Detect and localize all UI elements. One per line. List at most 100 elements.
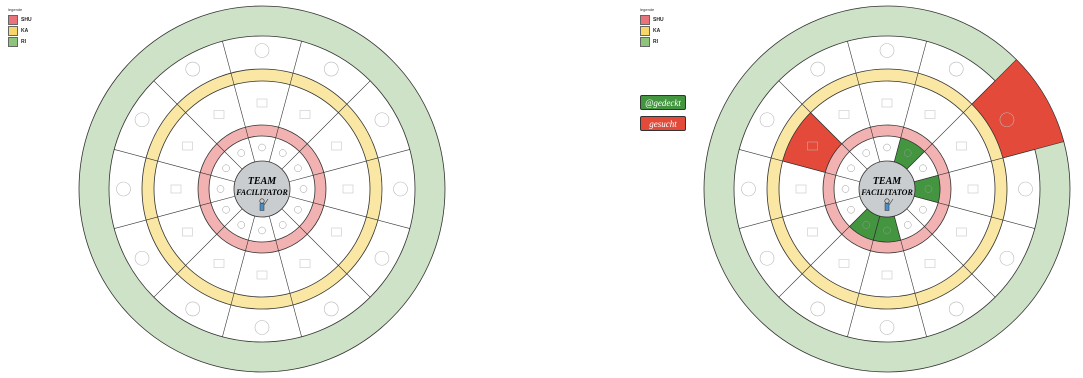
sketch-illustration-icon bbox=[883, 143, 891, 152]
sketch-illustration-icon bbox=[185, 301, 201, 317]
sector-divider bbox=[801, 234, 842, 275]
sketch-illustration-icon bbox=[999, 250, 1015, 266]
sector-divider bbox=[801, 103, 842, 144]
sketch-illustration-icon bbox=[279, 221, 287, 229]
sketch-illustration-icon bbox=[216, 185, 225, 193]
hub-circle bbox=[858, 160, 916, 218]
sector-divider bbox=[893, 215, 904, 251]
sketch-illustration-icon bbox=[741, 181, 756, 197]
sketch-illustration-icon bbox=[999, 112, 1015, 128]
sector-divider bbox=[771, 157, 826, 173]
sketch-illustration-icon bbox=[294, 206, 302, 214]
legend-swatch-shu bbox=[640, 14, 650, 25]
sketch-illustration-icon bbox=[847, 206, 855, 214]
sector-divider bbox=[216, 208, 243, 235]
sketch-illustration-icon bbox=[279, 149, 287, 157]
sketch-illustration-icon bbox=[924, 259, 936, 268]
sketch-illustration-icon bbox=[222, 164, 230, 172]
sketch-illustration-icon bbox=[1018, 181, 1033, 197]
center-title-line1: TEAM bbox=[248, 176, 277, 187]
wanted-tag: gesucht bbox=[640, 116, 686, 131]
sector-divider bbox=[739, 219, 772, 229]
sketch-illustration-icon bbox=[862, 221, 870, 229]
sector-divider bbox=[245, 215, 256, 251]
sketch-illustration-icon bbox=[299, 185, 308, 193]
sector-divider bbox=[292, 304, 302, 337]
sector-divider bbox=[948, 157, 1003, 173]
sector-divider bbox=[278, 73, 294, 128]
sector-divider bbox=[906, 208, 933, 235]
wheel-hub: TEAM FACILITATOR bbox=[233, 160, 291, 218]
sector-divider bbox=[778, 273, 803, 298]
legend-item-ka: KA bbox=[8, 25, 32, 36]
sketch-illustration-icon bbox=[182, 141, 193, 151]
sketch-illustration-icon bbox=[759, 250, 775, 266]
legend-label-shu: SHU bbox=[653, 16, 664, 23]
sketch-illustration-icon bbox=[807, 227, 818, 237]
sketch-illustration-icon bbox=[237, 221, 245, 229]
center-title-line1: TEAM bbox=[873, 176, 902, 187]
sketch-illustration-icon bbox=[759, 112, 775, 128]
sketch-illustration-icon bbox=[213, 110, 225, 119]
wheel-hub: TEAM FACILITATOR bbox=[858, 160, 916, 218]
sector-divider bbox=[230, 73, 246, 128]
sector-divider bbox=[1002, 149, 1035, 159]
sector-divider bbox=[948, 205, 1003, 221]
sketch-illustration-icon bbox=[331, 141, 342, 151]
wheel-lines bbox=[739, 41, 1035, 337]
sketch-illustration-icon bbox=[342, 184, 354, 194]
sketch-illustration-icon bbox=[331, 227, 342, 237]
sketch-illustration-icon bbox=[879, 320, 895, 335]
sector-divider bbox=[307, 103, 348, 144]
covered-tag: @gedeckt bbox=[640, 95, 686, 110]
sector-divider bbox=[906, 143, 933, 170]
sector-divider bbox=[739, 149, 772, 159]
sector-divider bbox=[176, 234, 217, 275]
sketch-illustration-icon bbox=[795, 184, 807, 194]
legend-title: legende bbox=[8, 7, 23, 12]
sector-divider bbox=[346, 80, 371, 105]
sector-divider bbox=[268, 127, 279, 163]
sector-divider bbox=[825, 195, 861, 206]
sketch-illustration-icon bbox=[904, 149, 912, 157]
sketch-illustration-icon bbox=[213, 259, 225, 268]
sector-divider bbox=[932, 103, 973, 144]
sector-divider bbox=[281, 208, 308, 235]
sketch-illustration-icon bbox=[956, 141, 967, 151]
sketch-illustration-icon bbox=[919, 164, 927, 172]
legend-item-shu: SHU bbox=[640, 14, 664, 25]
sector-divider bbox=[855, 250, 871, 305]
sketch-illustration-icon bbox=[116, 181, 131, 197]
sector-divider bbox=[870, 215, 881, 251]
sketch-illustration-icon bbox=[904, 221, 912, 229]
sector-divider bbox=[893, 127, 904, 163]
sector-divider bbox=[778, 80, 803, 105]
sector-divider bbox=[268, 215, 279, 251]
sector-divider bbox=[292, 41, 302, 74]
legend-left: legende SHU KA RI bbox=[8, 7, 32, 47]
sketch-illustration-icon bbox=[883, 226, 891, 235]
sketch-illustration-icon bbox=[967, 184, 979, 194]
sketch-illustration-icon bbox=[222, 206, 230, 214]
sector-divider bbox=[971, 80, 996, 105]
sketch-illustration-icon bbox=[299, 259, 311, 268]
center-title-line2: FACILITATOR bbox=[860, 188, 913, 197]
sector-divider bbox=[917, 304, 927, 337]
sector-divider bbox=[200, 195, 236, 206]
sketch-illustration-icon bbox=[838, 110, 850, 119]
wheel-lines bbox=[114, 41, 410, 337]
legend-item-ri: RI bbox=[8, 36, 32, 47]
sketch-illustration-icon bbox=[134, 112, 150, 128]
sketch-illustration-icon bbox=[237, 149, 245, 157]
legend-label-shu: SHU bbox=[21, 16, 32, 23]
sketch-illustration-icon bbox=[294, 164, 302, 172]
legend-item-shu: SHU bbox=[8, 14, 32, 25]
sector-divider bbox=[278, 250, 294, 305]
sketch-illustration-icon bbox=[948, 61, 964, 77]
legend-swatch-ka bbox=[640, 25, 650, 36]
legend-swatch-ka bbox=[8, 25, 18, 36]
sector-divider bbox=[841, 143, 868, 170]
role-wheel-right: TEAM FACILITATOR bbox=[703, 5, 1071, 373]
sector-divider bbox=[222, 41, 232, 74]
legend-swatch-shu bbox=[8, 14, 18, 25]
